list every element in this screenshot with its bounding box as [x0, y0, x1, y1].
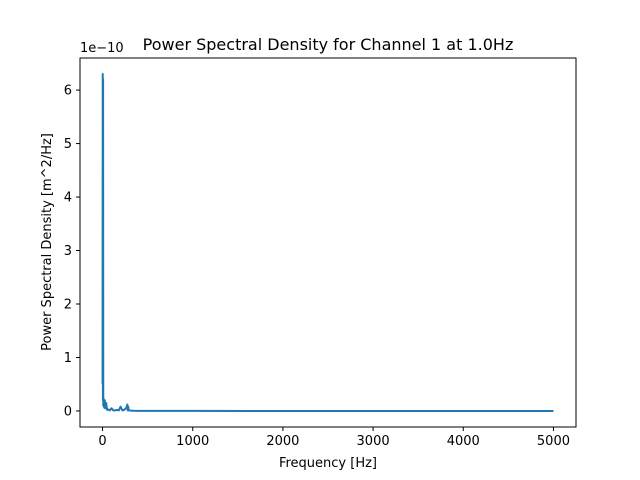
- y-tick-label: 1: [64, 351, 72, 366]
- y-tick-label: 2: [64, 298, 72, 313]
- y-tick-label: 3: [64, 244, 72, 259]
- y-axis-label: Power Spectral Density [m^2/Hz]: [40, 133, 55, 351]
- x-axis: 0 1000 2000 3000 4000 5000: [98, 427, 570, 449]
- chart-title: Power Spectral Density for Channel 1 at …: [143, 35, 514, 54]
- x-tick-label: 3000: [357, 434, 390, 449]
- x-tick-label: 1000: [176, 434, 209, 449]
- x-tick-label: 4000: [447, 434, 480, 449]
- y-tick-label: 6: [64, 84, 72, 99]
- y-tick-label: 5: [64, 137, 72, 152]
- x-tick-label: 0: [98, 434, 106, 449]
- psd-series-line: [101, 73, 554, 412]
- y-tick-label: 4: [64, 191, 72, 206]
- y-tick-label: 0: [64, 404, 72, 419]
- y-axis: 0 1 2 3 4 5 6: [64, 84, 80, 419]
- x-axis-label: Frequency [Hz]: [279, 456, 377, 471]
- x-tick-label: 2000: [266, 434, 299, 449]
- plot-area: [101, 73, 554, 412]
- y-offset-label: 1e−10: [80, 41, 124, 56]
- plot-frame: [79, 57, 577, 428]
- x-tick-label: 5000: [537, 434, 570, 449]
